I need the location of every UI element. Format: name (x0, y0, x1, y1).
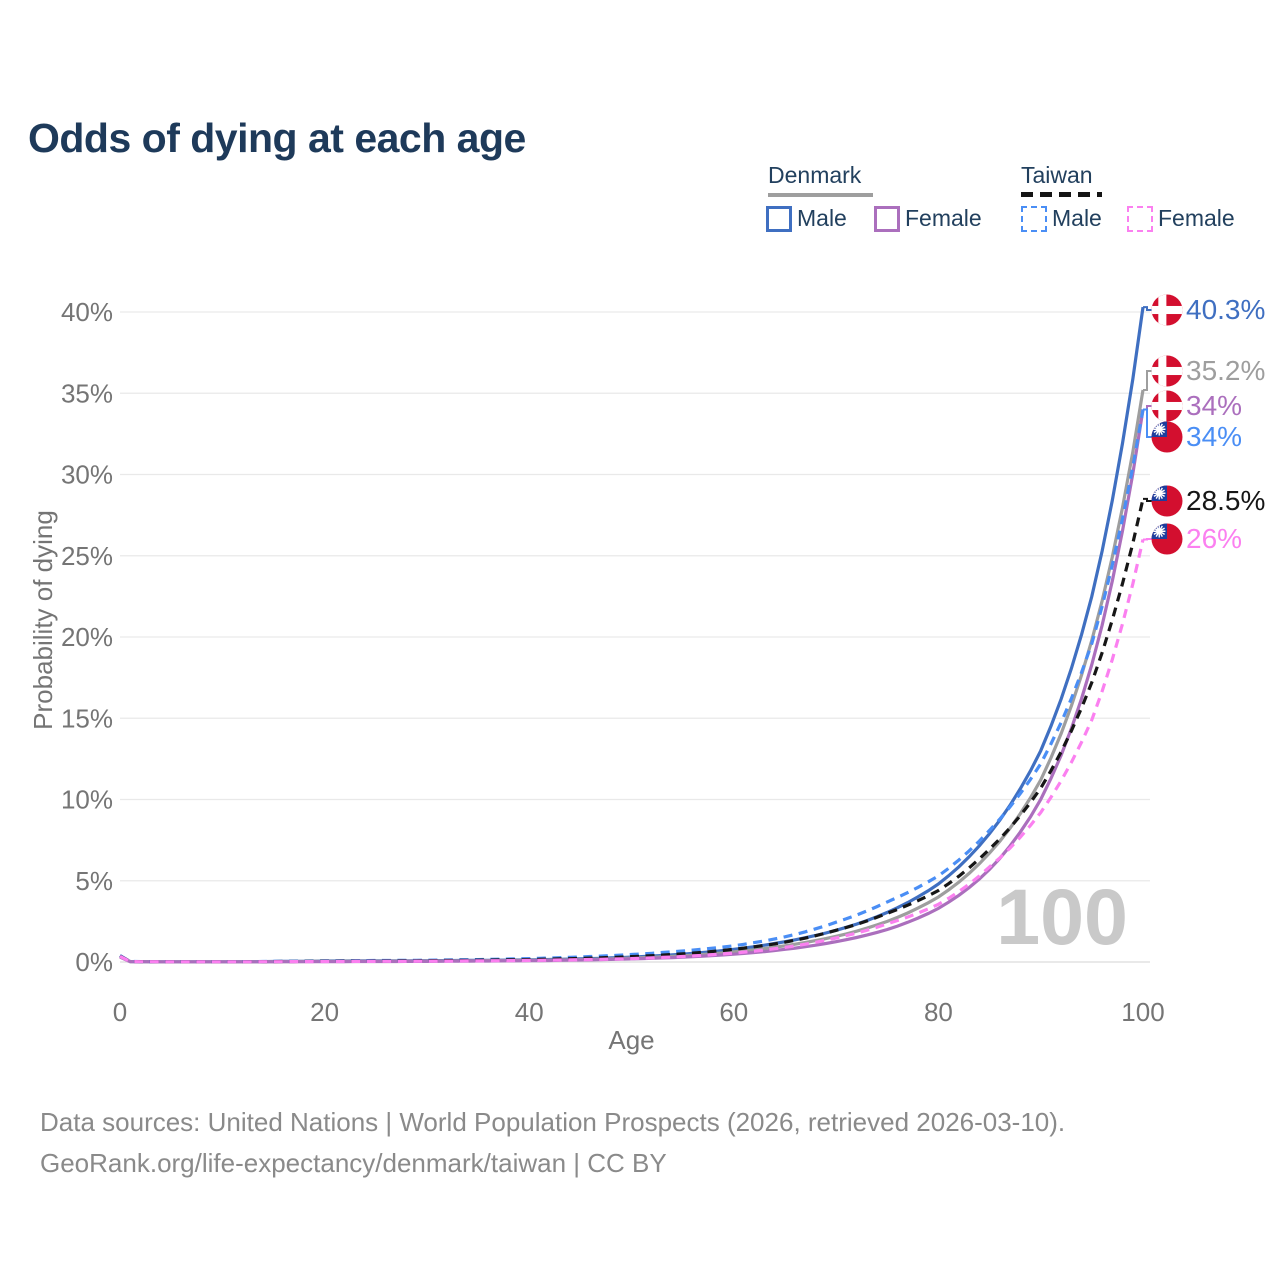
end-value-label-denmark-female: 34% (1186, 390, 1242, 421)
y-axis-tick-label: 15% (61, 703, 113, 733)
denmark-flag-icon (1151, 390, 1183, 422)
denmark-female-swatch-icon (874, 205, 900, 232)
x-axis-tick-label: 0 (113, 997, 127, 1027)
series-line-denmark (119, 389, 1145, 964)
taiwan-flag-icon (1151, 485, 1183, 517)
legend-item-taiwan-female[interactable]: Female (1127, 205, 1235, 232)
legend-item-taiwan-male[interactable]: Male (1021, 205, 1102, 232)
legend-group-denmark-label: Denmark (768, 162, 862, 188)
denmark-flag-icon (1151, 355, 1183, 387)
end-value-label-taiwan: 28.5% (1186, 485, 1265, 516)
end-label-connector (1143, 306, 1152, 311)
denmark-overall-line-swatch (768, 193, 873, 197)
denmark-flag-icon (1151, 294, 1183, 326)
x-axis-tick-label: 40 (515, 997, 544, 1027)
y-axis-tick-label: 0% (75, 947, 113, 977)
series-line-denmark-male (119, 306, 1145, 964)
denmark-male-swatch-icon (766, 205, 792, 232)
x-axis-tick-label: 80 (924, 997, 953, 1027)
y-axis-tick-label: 25% (61, 541, 113, 571)
taiwan-overall-line-swatch (1021, 192, 1102, 197)
y-axis-tick-label: 20% (61, 622, 113, 652)
end-value-label-taiwan-male: 34% (1186, 421, 1242, 452)
age-watermark: 100 (996, 872, 1128, 961)
y-axis-title: Probability of dying (28, 510, 58, 730)
taiwan-flag-icon (1151, 421, 1183, 453)
end-label-connector (1143, 408, 1152, 438)
page-title: Odds of dying at each age (28, 115, 526, 162)
end-label-connector (1143, 370, 1152, 391)
x-axis-tick-label: 60 (719, 997, 748, 1027)
footer-sources-line: Data sources: United Nations | World Pop… (40, 1107, 1066, 1137)
taiwan-male-swatch-icon (1021, 205, 1047, 232)
y-axis-tick-label: 30% (61, 460, 113, 490)
x-axis-tick-label: 100 (1121, 997, 1164, 1027)
end-value-label-denmark-male: 40.3% (1186, 294, 1265, 325)
series-line-taiwan-male (119, 409, 1145, 964)
taiwan-flag-icon (1151, 523, 1183, 555)
end-label-connector (1143, 538, 1152, 541)
series-line-taiwan (119, 498, 1145, 964)
legend-item-denmark-male[interactable]: Male (766, 205, 847, 232)
series-line-taiwan-female (119, 539, 1145, 964)
taiwan-female-swatch-icon (1127, 205, 1153, 232)
x-axis-tick-label: 20 (310, 997, 339, 1027)
x-axis-title: Age (608, 1025, 654, 1055)
y-axis-tick-label: 5% (75, 866, 113, 896)
y-axis-tick-label: 40% (61, 297, 113, 327)
footer-attribution-line: GeoRank.org/life-expectancy/denmark/taiw… (40, 1148, 667, 1178)
legend-group-taiwan: Taiwan (1021, 162, 1102, 197)
legend-group-denmark: Denmark (768, 162, 873, 197)
legend-item-denmark-female[interactable]: Female (874, 205, 982, 232)
y-axis-tick-label: 10% (61, 785, 113, 815)
legend-item-label: Male (797, 205, 847, 231)
legend-item-label: Male (1052, 205, 1102, 231)
end-value-label-denmark: 35.2% (1186, 355, 1265, 386)
legend-item-label: Female (905, 205, 982, 231)
legend-item-label: Female (1158, 205, 1235, 231)
y-axis-tick-label: 35% (61, 378, 113, 408)
legend-group-taiwan-label: Taiwan (1021, 162, 1093, 188)
end-value-label-taiwan-female: 26% (1186, 523, 1242, 554)
end-label-connector (1143, 497, 1152, 502)
series-line-denmark-female (119, 409, 1145, 964)
data-source-footer: Data sources: United Nations | World Pop… (40, 1102, 1065, 1184)
